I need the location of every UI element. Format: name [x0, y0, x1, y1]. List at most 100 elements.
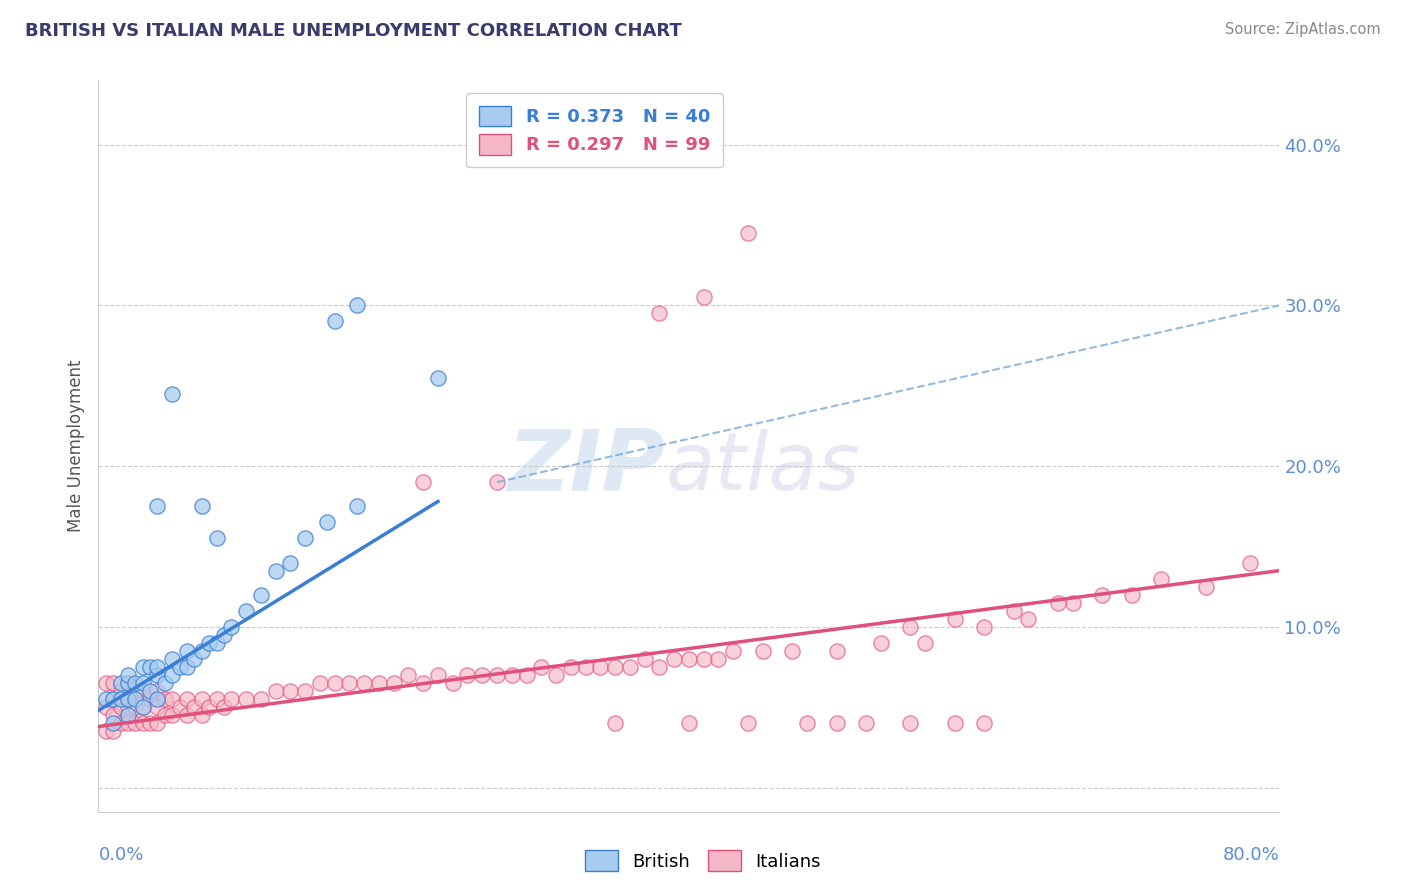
- Point: [176, 644, 198, 658]
- Point: [124, 692, 146, 706]
- Text: BRITISH VS ITALIAN MALE UNEMPLOYMENT CORRELATION CHART: BRITISH VS ITALIAN MALE UNEMPLOYMENT COR…: [25, 22, 682, 40]
- Text: atlas: atlas: [665, 429, 860, 507]
- Text: 0.0%: 0.0%: [98, 847, 143, 864]
- Point: [103, 676, 125, 690]
- Point: [198, 636, 221, 650]
- Point: [198, 700, 221, 714]
- Point: [264, 564, 287, 578]
- Point: [221, 620, 243, 634]
- Point: [212, 700, 235, 714]
- Point: [110, 692, 132, 706]
- Point: [103, 708, 125, 723]
- Point: [110, 716, 132, 731]
- Y-axis label: Male Unemployment: Male Unemployment: [66, 359, 84, 533]
- Point: [316, 516, 339, 530]
- Point: [678, 652, 700, 666]
- Point: [943, 612, 966, 626]
- Point: [146, 716, 169, 731]
- Point: [973, 620, 995, 634]
- Point: [132, 700, 155, 714]
- Point: [146, 700, 169, 714]
- Point: [294, 532, 316, 546]
- Point: [339, 676, 361, 690]
- Point: [205, 636, 228, 650]
- Point: [139, 716, 162, 731]
- Point: [530, 660, 553, 674]
- Point: [294, 684, 316, 698]
- Point: [169, 660, 191, 674]
- Point: [132, 676, 155, 690]
- Point: [1121, 588, 1143, 602]
- Point: [368, 676, 391, 690]
- Point: [1046, 596, 1070, 610]
- Point: [183, 652, 205, 666]
- Point: [94, 676, 117, 690]
- Point: [153, 676, 176, 690]
- Point: [546, 668, 568, 682]
- Point: [169, 700, 191, 714]
- Point: [117, 700, 139, 714]
- Point: [117, 716, 139, 731]
- Point: [162, 652, 183, 666]
- Point: [94, 692, 117, 706]
- Point: [110, 700, 132, 714]
- Point: [346, 500, 368, 514]
- Point: [264, 684, 287, 698]
- Point: [153, 708, 176, 723]
- Point: [323, 676, 346, 690]
- Point: [250, 588, 273, 602]
- Point: [191, 500, 214, 514]
- Point: [132, 684, 155, 698]
- Point: [176, 708, 198, 723]
- Point: [457, 668, 479, 682]
- Point: [250, 692, 273, 706]
- Point: [235, 604, 257, 618]
- Point: [183, 700, 205, 714]
- Point: [648, 660, 671, 674]
- Point: [575, 660, 598, 674]
- Point: [825, 716, 848, 731]
- Point: [191, 692, 214, 706]
- Point: [605, 716, 627, 731]
- Point: [1150, 572, 1173, 586]
- Point: [146, 684, 169, 698]
- Text: ZIP: ZIP: [508, 426, 665, 509]
- Point: [132, 700, 155, 714]
- Point: [124, 700, 146, 714]
- Point: [103, 692, 125, 706]
- Point: [117, 676, 139, 690]
- Point: [212, 628, 235, 642]
- Point: [664, 652, 686, 666]
- Point: [162, 708, 183, 723]
- Point: [693, 290, 716, 304]
- Point: [153, 692, 176, 706]
- Point: [280, 556, 302, 570]
- Point: [146, 668, 169, 682]
- Point: [146, 660, 169, 674]
- Point: [346, 298, 368, 312]
- Point: [176, 660, 198, 674]
- Point: [796, 716, 818, 731]
- Point: [124, 716, 146, 731]
- Point: [1062, 596, 1084, 610]
- Point: [427, 668, 450, 682]
- Point: [94, 724, 117, 739]
- Point: [103, 716, 125, 731]
- Point: [235, 692, 257, 706]
- Point: [205, 692, 228, 706]
- Point: [191, 708, 214, 723]
- Point: [471, 668, 494, 682]
- Point: [441, 676, 464, 690]
- Point: [280, 684, 302, 698]
- Point: [943, 716, 966, 731]
- Point: [162, 386, 183, 401]
- Point: [162, 692, 183, 706]
- Point: [825, 644, 848, 658]
- Point: [412, 676, 434, 690]
- Point: [139, 684, 162, 698]
- Point: [900, 620, 922, 634]
- Point: [855, 716, 877, 731]
- Point: [589, 660, 612, 674]
- Point: [427, 370, 450, 384]
- Point: [1195, 580, 1218, 594]
